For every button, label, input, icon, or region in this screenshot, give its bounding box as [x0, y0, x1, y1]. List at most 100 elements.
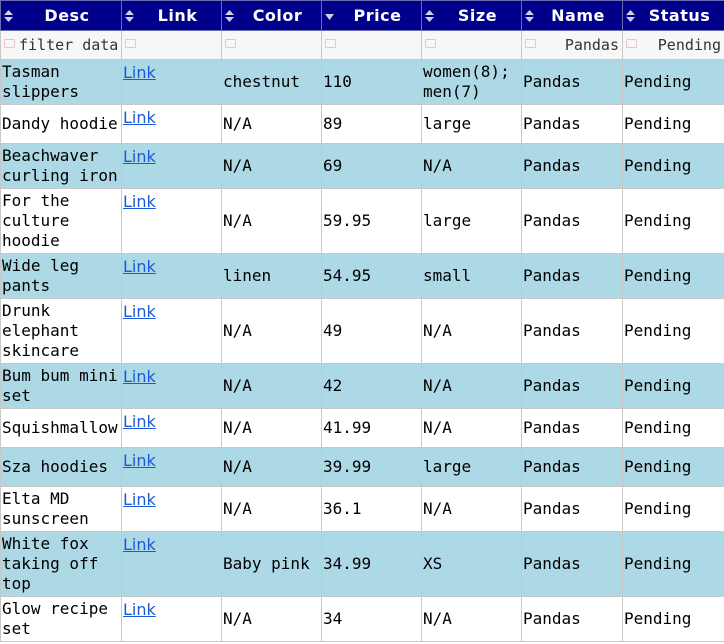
- cell-desc: Squishmallow: [0, 408, 122, 448]
- cell-status: Pending: [622, 253, 724, 299]
- column-header-desc[interactable]: Desc: [0, 0, 122, 31]
- product-link[interactable]: Link: [123, 490, 156, 509]
- product-link[interactable]: Link: [123, 600, 156, 619]
- sort-desc-icon[interactable]: [325, 9, 334, 23]
- cell-price: 54.95: [321, 253, 422, 299]
- column-header-label: Color: [252, 6, 303, 25]
- cell-name: Pandas: [521, 104, 623, 144]
- product-link[interactable]: Link: [123, 147, 156, 166]
- product-link[interactable]: Link: [123, 108, 156, 127]
- table-header: Desc Link Color Price Size Name Status: [0, 0, 724, 31]
- column-header-price[interactable]: Price: [321, 0, 422, 31]
- sort-both-icon[interactable]: [4, 9, 13, 23]
- filter-icon: [4, 39, 15, 48]
- column-header-size[interactable]: Size: [421, 0, 522, 31]
- table-row: For the culture hoodie Link N/A 59.95 large P…: [0, 188, 724, 254]
- cell-status: Pending: [622, 363, 724, 409]
- cell-desc: Dandy hoodie: [0, 104, 122, 144]
- cell-size: N/A: [421, 408, 522, 448]
- filter-icon: [425, 39, 436, 48]
- column-header-label: Status: [648, 6, 711, 25]
- product-link[interactable]: Link: [123, 63, 156, 82]
- table-row: Bum bum mini set Link N/A 42 N/A Pandas Pendin…: [0, 363, 724, 409]
- cell-name: Pandas: [521, 596, 623, 642]
- product-link[interactable]: Link: [123, 367, 156, 386]
- cell-desc: For the culture hoodie: [0, 188, 122, 254]
- filter-icon: [626, 39, 637, 48]
- filter-cell-size[interactable]: [421, 30, 522, 60]
- cell-price: 49: [321, 298, 422, 364]
- cell-color: N/A: [221, 408, 322, 448]
- table-row: Drunk elephant skincare Link N/A 49 N/A Panda…: [0, 298, 724, 364]
- cell-price: 34.99: [321, 531, 422, 597]
- cell-size: N/A: [421, 486, 522, 532]
- product-link[interactable]: Link: [123, 451, 156, 470]
- cell-price: 41.99: [321, 408, 422, 448]
- column-header-label: Desc: [44, 6, 90, 25]
- filter-desc-input[interactable]: filter data: [19, 36, 119, 54]
- header-row: Desc Link Color Price Size Name Status: [0, 0, 724, 31]
- cell-desc: Tasman slippers: [0, 59, 122, 105]
- cell-size: XS: [421, 531, 522, 597]
- cell-name: Pandas: [521, 408, 623, 448]
- cell-link: Link: [121, 596, 222, 642]
- column-header-link[interactable]: Link: [121, 0, 222, 31]
- cell-price: 36.1: [321, 486, 422, 532]
- product-link[interactable]: Link: [123, 412, 156, 431]
- cell-status: Pending: [622, 596, 724, 642]
- cell-price: 34: [321, 596, 422, 642]
- filter-cell-link[interactable]: [121, 30, 222, 60]
- column-header-label: Link: [157, 6, 198, 25]
- cell-status: Pending: [622, 143, 724, 189]
- cell-color: N/A: [221, 143, 322, 189]
- cell-link: Link: [121, 188, 222, 254]
- cell-link: Link: [121, 363, 222, 409]
- filter-icon: [525, 39, 536, 48]
- filter-status-select[interactable]: Pending: [657, 36, 721, 54]
- sort-both-icon[interactable]: [125, 9, 134, 23]
- cell-size: N/A: [421, 596, 522, 642]
- cell-name: Pandas: [521, 188, 623, 254]
- table-row: Dandy hoodie Link N/A 89 large Pandas Pending: [0, 104, 724, 144]
- cell-status: Pending: [622, 408, 724, 448]
- filter-cell-desc[interactable]: filter data: [0, 30, 122, 60]
- product-link[interactable]: Link: [123, 192, 156, 211]
- cell-size: small: [421, 253, 522, 299]
- column-header-name[interactable]: Name: [521, 0, 623, 31]
- cell-name: Pandas: [521, 486, 623, 532]
- cell-name: Pandas: [521, 253, 623, 299]
- filter-name-select[interactable]: Pandas: [564, 36, 619, 54]
- cell-color: N/A: [221, 188, 322, 254]
- cell-desc: Glow recipe set: [0, 596, 122, 642]
- sort-both-icon[interactable]: [425, 9, 434, 23]
- filter-icon: [325, 39, 336, 48]
- cell-status: Pending: [622, 104, 724, 144]
- column-header-label: Price: [353, 6, 402, 25]
- cell-color: N/A: [221, 298, 322, 364]
- filter-cell-color[interactable]: [221, 30, 322, 60]
- sort-both-icon[interactable]: [626, 9, 635, 23]
- cell-link: Link: [121, 253, 222, 299]
- cell-color: N/A: [221, 596, 322, 642]
- cell-desc: Elta MD sunscreen: [0, 486, 122, 532]
- cell-size: N/A: [421, 298, 522, 364]
- filter-icon: [125, 39, 136, 48]
- cell-status: Pending: [622, 59, 724, 105]
- sort-both-icon[interactable]: [525, 9, 534, 23]
- filter-icon: [225, 39, 236, 48]
- product-link[interactable]: Link: [123, 257, 156, 276]
- cell-desc: Sza hoodies: [0, 447, 122, 487]
- sort-both-icon[interactable]: [225, 9, 234, 23]
- cell-color: N/A: [221, 486, 322, 532]
- cell-name: Pandas: [521, 59, 623, 105]
- product-link[interactable]: Link: [123, 302, 156, 321]
- column-header-label: Name: [551, 6, 605, 25]
- column-header-color[interactable]: Color: [221, 0, 322, 31]
- filter-cell-status[interactable]: Pending: [622, 30, 724, 60]
- filter-cell-price[interactable]: [321, 30, 422, 60]
- column-header-status[interactable]: Status: [622, 0, 724, 31]
- product-link[interactable]: Link: [123, 535, 156, 554]
- filter-cell-name[interactable]: Pandas: [521, 30, 623, 60]
- cell-size: women(8); men(7): [421, 59, 522, 105]
- cell-size: large: [421, 447, 522, 487]
